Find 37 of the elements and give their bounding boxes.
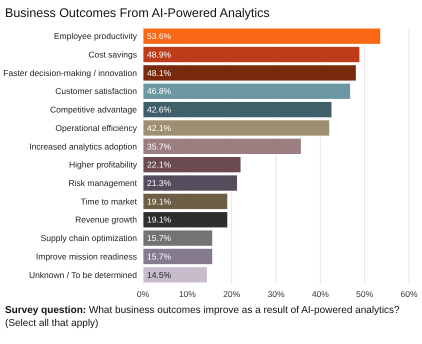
data-label: 15.7%	[147, 251, 172, 262]
y-tick-label: Competitive advantage	[50, 104, 138, 115]
y-tick-label: Supply chain optimization	[40, 233, 138, 244]
data-label: 48.9%	[147, 50, 172, 60]
x-tick-label: 50%	[356, 289, 374, 299]
y-tick-label: Revenue growth	[75, 214, 138, 225]
y-tick-label: Operational efficiency	[55, 122, 138, 133]
data-label: 21.3%	[147, 178, 172, 188]
x-tick-label: 10%	[178, 289, 196, 299]
x-tick-label: 20%	[223, 289, 241, 299]
text: Survey question: What business outcomes improve as a result of AI-powered analytics? (Select all that apply)	[5, 305, 400, 329]
chart-title: Business Outcomes From AI-Powered Analytics	[5, 6, 270, 20]
data-label: 19.1%	[147, 214, 172, 225]
y-tick-label: Faster decision-making / innovation	[3, 68, 138, 78]
x-tick-label: 0%	[136, 289, 150, 299]
data-label: 42.6%	[147, 104, 172, 115]
y-tick-label: Unknown / To be determined	[28, 270, 138, 280]
y-tick-label: Increased analytics adoption	[29, 141, 138, 152]
y-tick-label: Time to market	[80, 196, 138, 206]
data-label: 22.1%	[147, 160, 172, 170]
x-tick-label: 30%	[267, 289, 285, 299]
y-tick-label: Customer satisfaction	[55, 86, 138, 96]
x-tick-label: 40%	[312, 289, 330, 299]
y-tick-label: Cost savings	[88, 50, 137, 60]
x-tick-label: 60%	[400, 289, 418, 299]
data-label: 48.1%	[147, 68, 172, 78]
data-label: 46.8%	[147, 86, 172, 96]
data-label: 35.7%	[147, 141, 172, 152]
data-label: 19.1%	[147, 196, 172, 206]
y-tick-label: Higher profitability	[68, 160, 138, 170]
y-tick-label: Risk management	[68, 178, 138, 188]
data-label: 14.5%	[147, 270, 172, 280]
data-label: 15.7%	[147, 233, 172, 244]
data-label: 53.6%	[147, 31, 172, 42]
y-tick-label: Improve mission readiness	[36, 251, 137, 262]
data-label: 42.1%	[147, 122, 172, 133]
y-tick-label: Employee productivity	[54, 31, 138, 42]
